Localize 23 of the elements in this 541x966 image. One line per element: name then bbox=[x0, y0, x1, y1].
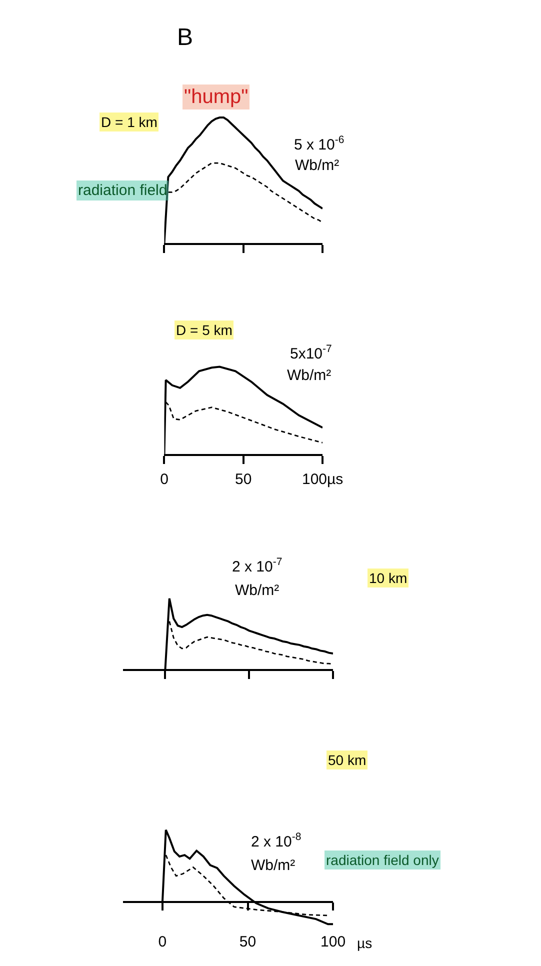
chart-title: D = 1 km bbox=[101, 114, 158, 130]
chart-title: D = 5 km bbox=[176, 322, 232, 338]
text: 5x10$^{-7}$ bbox=[290, 343, 332, 362]
annotation: radiation field only bbox=[326, 852, 439, 868]
text: "hump" bbox=[184, 86, 248, 108]
annotation: 5 x 10$^{-6}$ bbox=[294, 134, 344, 154]
text: 10 km bbox=[369, 570, 408, 586]
annotation: Wb/m² bbox=[235, 582, 280, 599]
annotation: Wb/m² bbox=[295, 157, 340, 174]
x-tick-label: 50 bbox=[235, 470, 252, 488]
annotation: 2 x 10$^{-8}$ bbox=[251, 831, 302, 850]
x-tick-label: 100µs bbox=[302, 470, 344, 488]
chart-title: 50 km bbox=[328, 752, 366, 768]
text: 2 x 10$^{-7}$ bbox=[232, 556, 282, 576]
annotation: Wb/m² bbox=[251, 857, 296, 874]
x-tick-label: 0 bbox=[160, 470, 168, 488]
text: B bbox=[177, 24, 194, 51]
annotation: radiation field bbox=[78, 182, 168, 199]
x-tick-label: 50 bbox=[239, 934, 256, 951]
x-tick-label: 100 bbox=[320, 934, 346, 951]
annotation: Wb/m² bbox=[287, 367, 332, 384]
x-axis-title: µs bbox=[357, 935, 372, 951]
x-tick-label: 0 bbox=[158, 934, 167, 951]
